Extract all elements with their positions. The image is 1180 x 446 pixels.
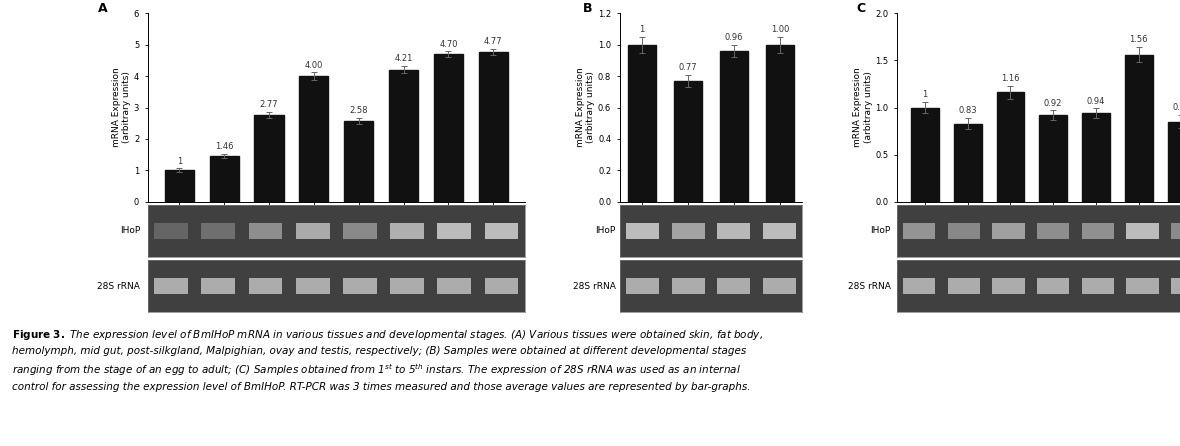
Text: A: A bbox=[98, 2, 109, 15]
Bar bbox=[202, 278, 235, 294]
Bar bbox=[763, 223, 797, 239]
Bar bbox=[1037, 223, 1069, 239]
Bar bbox=[296, 278, 329, 294]
Bar bbox=[165, 170, 194, 202]
Text: 1: 1 bbox=[640, 25, 644, 34]
Bar bbox=[1082, 223, 1114, 239]
Text: 28S rRNA: 28S rRNA bbox=[573, 281, 616, 290]
Text: 0.77: 0.77 bbox=[678, 63, 697, 72]
Text: IHoP: IHoP bbox=[119, 226, 140, 235]
Bar bbox=[389, 70, 418, 202]
Bar bbox=[992, 223, 1024, 239]
Text: B: B bbox=[583, 2, 592, 15]
Text: 0.85: 0.85 bbox=[1172, 103, 1180, 112]
Bar bbox=[485, 278, 518, 294]
Bar bbox=[210, 156, 238, 202]
Text: 0.92: 0.92 bbox=[1044, 99, 1062, 107]
Text: IHoP: IHoP bbox=[871, 226, 891, 235]
Text: 4.21: 4.21 bbox=[394, 54, 413, 63]
Bar bbox=[155, 278, 188, 294]
Text: 4.70: 4.70 bbox=[439, 40, 458, 49]
Bar bbox=[1127, 223, 1159, 239]
Bar bbox=[391, 278, 424, 294]
Text: 1: 1 bbox=[177, 157, 182, 165]
Bar bbox=[202, 223, 235, 239]
Bar bbox=[485, 223, 518, 239]
Text: 1.16: 1.16 bbox=[1001, 74, 1020, 83]
Bar bbox=[903, 278, 936, 294]
Bar bbox=[1125, 55, 1153, 202]
Text: 28S rRNA: 28S rRNA bbox=[97, 281, 140, 290]
Text: $\bf{Figure\ 3.}$ The expression level of BmIHoP mRNA in various tissues and dev: $\bf{Figure\ 3.}$ The expression level o… bbox=[12, 328, 762, 392]
Bar bbox=[1037, 278, 1069, 294]
Text: 1.00: 1.00 bbox=[771, 25, 789, 34]
Bar bbox=[717, 278, 750, 294]
Bar bbox=[249, 278, 282, 294]
Bar bbox=[720, 51, 748, 202]
Text: 0.94: 0.94 bbox=[1087, 97, 1106, 106]
Y-axis label: mRNA Expression
(arbitrary units): mRNA Expression (arbitrary units) bbox=[853, 68, 872, 147]
Bar bbox=[1082, 113, 1110, 202]
Text: 0.83: 0.83 bbox=[958, 106, 977, 115]
Text: 2.77: 2.77 bbox=[260, 100, 278, 109]
Text: C: C bbox=[857, 2, 865, 15]
Bar bbox=[249, 223, 282, 239]
Text: 4.77: 4.77 bbox=[484, 37, 503, 46]
Bar bbox=[391, 223, 424, 239]
Bar bbox=[438, 278, 471, 294]
Bar bbox=[296, 223, 329, 239]
Bar bbox=[996, 92, 1024, 202]
Bar bbox=[717, 223, 750, 239]
Bar bbox=[345, 121, 373, 202]
Bar bbox=[479, 52, 507, 202]
Bar bbox=[1127, 278, 1159, 294]
Bar bbox=[903, 223, 936, 239]
Bar bbox=[671, 223, 704, 239]
Bar bbox=[953, 124, 982, 202]
Y-axis label: mRNA Expression
(arbitrary units): mRNA Expression (arbitrary units) bbox=[112, 68, 131, 147]
Text: 1.56: 1.56 bbox=[1129, 35, 1148, 45]
Bar bbox=[1040, 115, 1067, 202]
Bar bbox=[766, 45, 794, 202]
Bar bbox=[155, 223, 188, 239]
Bar bbox=[434, 54, 463, 202]
Bar bbox=[1082, 278, 1114, 294]
Bar bbox=[1167, 122, 1180, 202]
Bar bbox=[255, 115, 283, 202]
Text: IHoP: IHoP bbox=[596, 226, 616, 235]
Bar bbox=[1171, 278, 1180, 294]
Bar bbox=[763, 278, 797, 294]
Text: 2.58: 2.58 bbox=[349, 106, 368, 115]
Bar bbox=[1171, 223, 1180, 239]
Y-axis label: mRNA Expression
(arbitrary units): mRNA Expression (arbitrary units) bbox=[576, 68, 595, 147]
Bar bbox=[911, 107, 939, 202]
Text: 1.46: 1.46 bbox=[215, 142, 234, 151]
Text: 4.00: 4.00 bbox=[304, 61, 323, 70]
Text: 0.96: 0.96 bbox=[725, 33, 743, 42]
Bar bbox=[948, 223, 979, 239]
Bar bbox=[992, 278, 1024, 294]
Bar bbox=[438, 223, 471, 239]
Bar bbox=[628, 45, 656, 202]
Bar bbox=[948, 278, 979, 294]
Bar bbox=[300, 76, 328, 202]
Bar bbox=[674, 81, 702, 202]
Text: 28S rRNA: 28S rRNA bbox=[847, 281, 891, 290]
Bar bbox=[343, 223, 376, 239]
Bar bbox=[625, 223, 658, 239]
Bar bbox=[671, 278, 704, 294]
Text: 1: 1 bbox=[923, 90, 927, 99]
Bar bbox=[625, 278, 658, 294]
Bar bbox=[343, 278, 376, 294]
